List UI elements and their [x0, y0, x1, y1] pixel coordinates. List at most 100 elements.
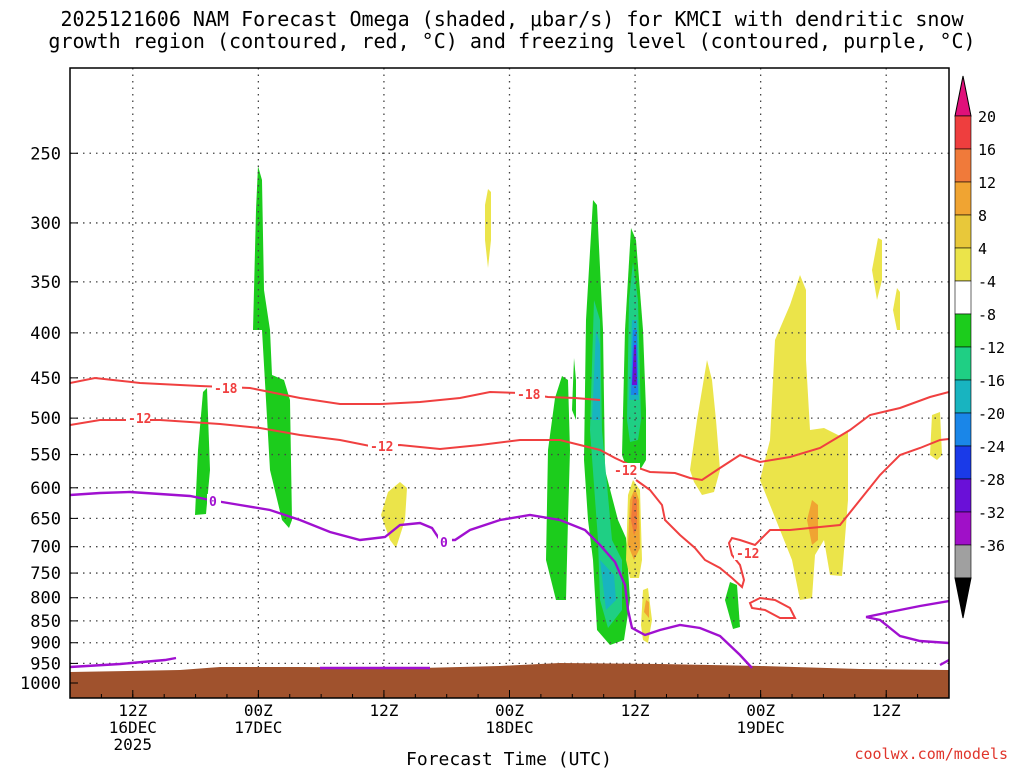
- dgz-contour-minus12-lower: [635, 438, 949, 589]
- colorbar-swatch: [954, 511, 972, 546]
- plot-frame: [69, 67, 950, 699]
- colorbar-swatch: [954, 181, 972, 216]
- title-line-1: 2025121606 NAM Forecast Omega (shaded, μ…: [60, 7, 964, 31]
- contour-label: 0: [440, 536, 448, 551]
- colorbar-label: -20: [978, 405, 1005, 423]
- colorbar-label: -12: [978, 339, 1005, 357]
- colorbar-swatch: [954, 214, 972, 249]
- colorbar-label: 12: [978, 174, 996, 192]
- y-tick-label: 850: [30, 612, 61, 632]
- x-tick-label: 12Z: [621, 701, 650, 720]
- x-tick-label: 18DEC: [485, 718, 533, 737]
- contour-label: -18: [214, 382, 238, 397]
- y-tick-label: 800: [30, 589, 61, 609]
- dgz-contour-minus12-upper: [70, 391, 949, 482]
- contour-label: -12: [370, 440, 393, 455]
- omega-region: [725, 582, 740, 629]
- x-tick-label: 2025: [114, 735, 153, 754]
- colorbar-label: -16: [978, 372, 1005, 390]
- y-tick-label: 300: [30, 214, 61, 234]
- y-tick-label: 700: [30, 538, 61, 558]
- y-tick-label: 650: [30, 509, 61, 529]
- colorbar-swatch: [954, 115, 972, 150]
- contour-label: -12: [736, 547, 759, 562]
- colorbar-top-extend: [954, 75, 972, 117]
- x-tick-label: 00Z: [244, 701, 273, 720]
- x-tick-label: 19DEC: [737, 718, 785, 737]
- colorbar-swatch: [954, 280, 972, 315]
- freezing-contour-right: [865, 615, 949, 645]
- freezing-contour-right-upper: [865, 599, 949, 619]
- omega-region: [592, 330, 600, 420]
- omega-region: [760, 275, 848, 600]
- freezing-contour-main: [70, 490, 753, 669]
- x-tick-label: 00Z: [746, 701, 775, 720]
- colorbar-swatch: [954, 346, 972, 381]
- x-tick-label: 17DEC: [234, 718, 282, 737]
- footer-credit: coolwx.com/models: [854, 745, 1008, 763]
- omega-region: [195, 388, 210, 515]
- colorbar-label: -4: [978, 273, 996, 291]
- y-tick-label: 500: [30, 409, 61, 429]
- y-tick-label: 400: [30, 324, 61, 344]
- omega-region: [893, 288, 900, 330]
- contour-label: -18: [517, 388, 541, 403]
- x-axis-label: Forecast Time (UTC): [406, 749, 612, 768]
- colorbar-label: 8: [978, 207, 987, 225]
- y-tick-label: 1000: [20, 674, 61, 694]
- colorbar-swatch: [954, 544, 972, 579]
- colorbar-label: -32: [978, 504, 1005, 522]
- freezing-level-contours: [70, 490, 949, 670]
- terrain-fill: [70, 663, 949, 698]
- y-tick-label: 750: [30, 564, 61, 584]
- colorbar-swatch: [954, 445, 972, 480]
- colorbar-label: 20: [978, 108, 996, 126]
- omega-region: [253, 166, 292, 528]
- colorbar-label: -28: [978, 471, 1005, 489]
- y-tick-label: 600: [30, 479, 61, 499]
- y-tick-label: 250: [30, 144, 61, 164]
- x-tick-label: 12Z: [369, 701, 398, 720]
- colorbar-swatch: [954, 148, 972, 183]
- x-tick-label: 12Z: [118, 701, 147, 720]
- colorbar-swatch: [954, 247, 972, 282]
- x-tick-label: 16DEC: [109, 718, 157, 737]
- colorbar-bottom-extend: [954, 577, 972, 619]
- colorbar-label: 16: [978, 141, 996, 159]
- freezing-contour-surface-right: [939, 658, 949, 667]
- colorbar-swatch: [954, 478, 972, 513]
- x-tick-label: 00Z: [495, 701, 524, 720]
- colorbar-label: -24: [978, 438, 1005, 456]
- omega-region: [644, 600, 649, 618]
- gridlines: [70, 68, 949, 698]
- omega-region: [807, 500, 818, 545]
- chart-title: 2025121606 NAM Forecast Omega (shaded, μ…: [0, 8, 1024, 52]
- x-tick-label: 12Z: [872, 701, 901, 720]
- omega-region: [872, 238, 882, 300]
- omega-shading: [195, 166, 942, 645]
- y-tick-label: 950: [30, 654, 61, 674]
- omega-region: [930, 412, 942, 460]
- omega-region: [381, 482, 407, 548]
- colorbar-label: -36: [978, 537, 1005, 555]
- omega-region: [641, 588, 652, 643]
- colorbar-label: 4: [978, 240, 987, 258]
- dgz-contour-closed: [748, 596, 797, 619]
- y-tick-label: 450: [30, 369, 61, 389]
- colorbar-label: -8: [978, 306, 996, 324]
- omega-region: [690, 360, 720, 495]
- omega-region: [632, 345, 637, 385]
- colorbar-swatch: [954, 412, 972, 447]
- y-axis: 2503003504004505005506006507007508008509…: [20, 144, 78, 694]
- y-tick-label: 350: [30, 273, 61, 293]
- colorbar-swatch: [954, 379, 972, 414]
- freezing-contour-surface: [70, 656, 177, 669]
- contour-label: 0: [209, 495, 217, 510]
- y-tick-label: 900: [30, 634, 61, 654]
- colorbar: 20 16 12 8 4 -4 -8 -12 -16 -20 -24 -28 -32 -36: [954, 75, 1005, 619]
- omega-region: [485, 189, 491, 268]
- title-line-2: growth region (contoured, red, °C) and f…: [48, 29, 976, 53]
- contour-labels: -18 -12 -12 -18 -12 -12 0 0: [126, 381, 764, 562]
